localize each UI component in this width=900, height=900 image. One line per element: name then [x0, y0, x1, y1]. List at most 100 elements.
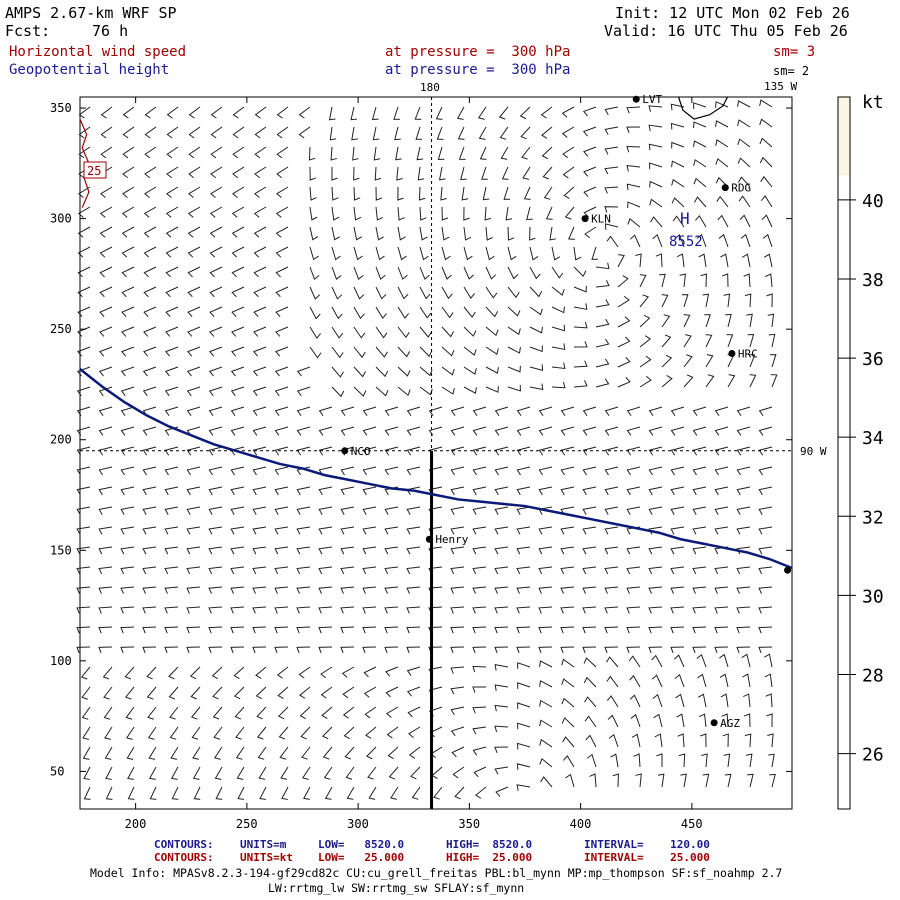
wind-barb [309, 286, 321, 300]
wind-barb [191, 726, 201, 740]
wind-barb [472, 706, 487, 714]
wind-barb [631, 733, 641, 748]
wind-barb [169, 706, 179, 720]
wind-barb [331, 226, 341, 241]
wind-barb [164, 626, 179, 634]
wind-barb [164, 566, 179, 575]
wind-barb [208, 366, 223, 377]
wind-barb [143, 226, 157, 238]
wind-barb [529, 364, 544, 372]
wind-barb [384, 566, 399, 575]
wind-barb [102, 666, 113, 680]
wind-barb [257, 746, 267, 760]
wind-barb [186, 406, 201, 416]
wind-barb [759, 99, 773, 108]
wind-barb [274, 406, 289, 416]
wind-barb [396, 166, 403, 181]
wind-barb [539, 738, 553, 748]
wind-barb [582, 546, 597, 555]
wind-barb [208, 606, 223, 614]
wind-barb [626, 446, 641, 456]
wind-barb [692, 406, 707, 416]
wind-barb [463, 286, 476, 299]
wind-barb [758, 446, 773, 456]
wind-barb [252, 606, 267, 614]
wind-barb [494, 426, 509, 436]
wind-barb [485, 226, 493, 241]
wind-barb [252, 506, 267, 515]
lon-180-label: 180 [420, 81, 440, 94]
wind-barb [653, 713, 663, 728]
wind-barb [692, 426, 707, 436]
wind-barb [397, 186, 404, 201]
wind-barb [485, 346, 499, 355]
wind-barb [736, 466, 751, 476]
wind-barb [98, 446, 113, 456]
wind-barb [99, 206, 113, 218]
wind-barb [573, 266, 587, 278]
wind-barb [188, 166, 201, 179]
wind-barb [477, 106, 487, 120]
wind-barb [186, 486, 201, 496]
wind-barb [450, 706, 465, 716]
wind-barb [639, 274, 647, 288]
wind-barb [503, 186, 511, 200]
wind-barb [582, 586, 597, 594]
wind-barb [696, 653, 707, 668]
wind-barb [384, 646, 399, 654]
wind-barb [98, 386, 113, 397]
wind-barb [747, 773, 754, 788]
high-pressure-letter: H [680, 209, 690, 228]
wind-barb [235, 746, 245, 760]
wind-barb [324, 786, 333, 800]
wind-barb [252, 546, 267, 555]
wind-barb [494, 606, 509, 614]
wind-barb [661, 314, 671, 328]
wind-barb [649, 162, 663, 170]
wind-barb [651, 654, 663, 668]
wind-barb [714, 586, 729, 594]
wind-barb [719, 673, 729, 688]
wind-barb [769, 354, 777, 368]
wind-barb [124, 666, 135, 680]
wind-barb [98, 546, 113, 555]
wind-barb [441, 226, 450, 241]
wind-barb [736, 566, 751, 575]
wind-barb [604, 206, 619, 213]
wind-barb [344, 746, 355, 760]
wind-barb [331, 266, 342, 281]
wind-barb [103, 706, 113, 720]
wind-barb [635, 253, 642, 268]
wind-barb [626, 106, 641, 114]
wind-barb [692, 606, 707, 614]
wind-barb [254, 146, 267, 159]
wind-barb [538, 406, 553, 416]
wind-barb [340, 646, 355, 654]
wind-barb [309, 186, 317, 201]
wind-barb [516, 546, 531, 555]
wind-barb [274, 566, 289, 575]
wind-barb [681, 294, 689, 308]
wind-barb [372, 126, 380, 141]
wind-barb [121, 266, 135, 278]
wind-barb [186, 526, 201, 535]
wind-barb [385, 686, 399, 698]
wind-barb [472, 586, 487, 594]
wind-barb [237, 786, 245, 800]
wind-barb [166, 146, 179, 159]
wind-barb [419, 346, 433, 358]
footer-interval-1: INTERVAL= 120.00 [584, 838, 710, 851]
wind-barb [298, 666, 311, 679]
wind-barb [561, 658, 575, 668]
wind-barb [98, 586, 113, 594]
wind-barb [762, 233, 773, 248]
wind-barb [607, 714, 619, 728]
station-label: RDG [731, 182, 751, 195]
wind-barb [318, 626, 333, 634]
wind-barb [210, 106, 223, 119]
station-label: Henry [435, 533, 468, 546]
wind-barb [610, 753, 619, 768]
wind-barb [705, 374, 715, 388]
wind-barb [714, 526, 729, 535]
wind-barb [342, 686, 355, 699]
